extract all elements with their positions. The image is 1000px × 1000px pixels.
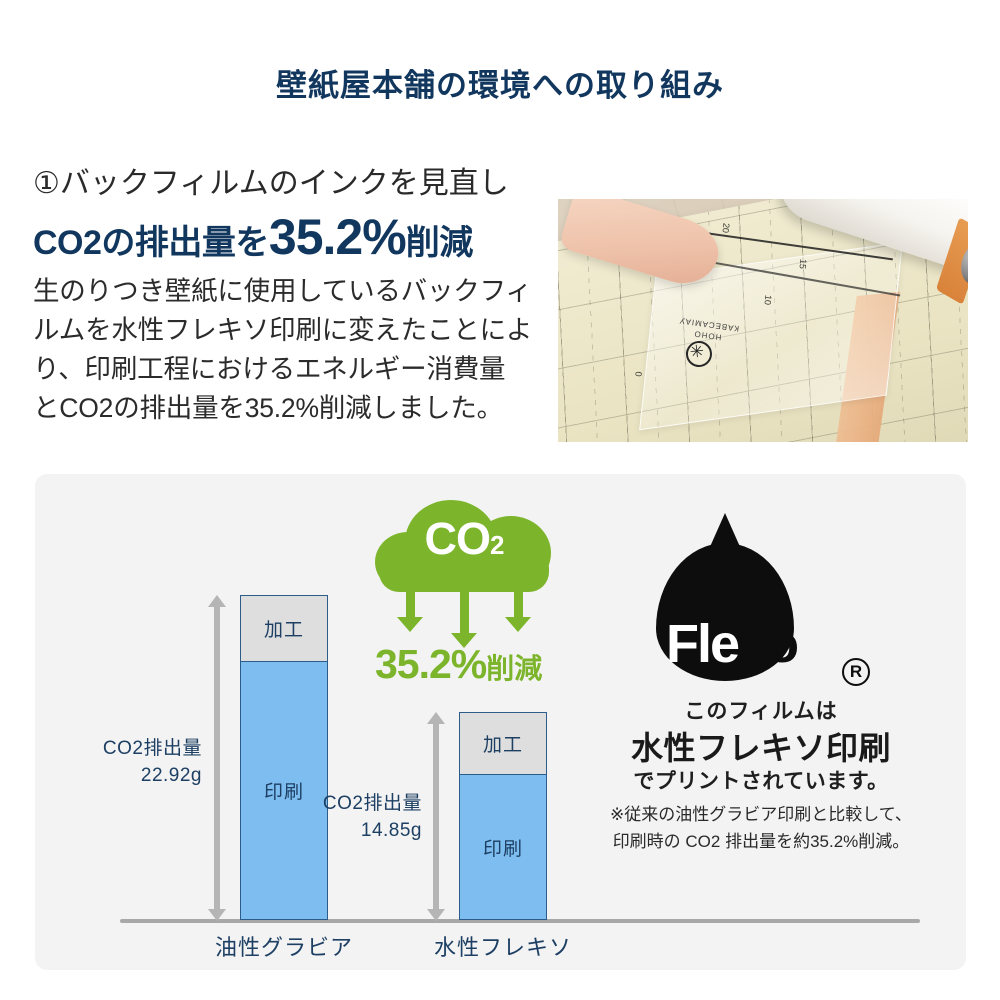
measure-title: CO2排出量 bbox=[322, 793, 422, 814]
flexo-line-2: 水性フレキソ印刷 bbox=[630, 730, 891, 766]
measure-arrow-oil-gravure bbox=[208, 595, 226, 921]
measure-arrow-water-flexo bbox=[427, 712, 445, 921]
down-arrow-icon bbox=[505, 590, 531, 632]
intro-body-copy: 生のりつき壁紙に使用しているバックフィ ルムを水性フレキソ印刷に変えたことによ … bbox=[33, 272, 533, 428]
category-label-water-flexo: 水性フレキソ bbox=[433, 935, 572, 960]
measure-value: 14.85g bbox=[360, 820, 422, 841]
arrow-shaft bbox=[433, 721, 439, 912]
intro-lead-line: ①バックフィルムのインクを見直し bbox=[33, 167, 509, 200]
footnote-line: 印刷時の CO2 排出量を約35.2%削減。 bbox=[612, 832, 910, 851]
photo-ruler-number: 15 bbox=[797, 258, 809, 270]
wallpaper-roll-photo: HOHO КАВЕСАМІАУ 20 15 10 0 bbox=[558, 199, 968, 442]
flexo-logo-text: Flexo bbox=[666, 614, 799, 674]
photo-ruler-number: 10 bbox=[762, 294, 774, 306]
flexo-certification-block: Flexo R このフィルムは 水性フレキソ印刷 でプリントされています。 ※従… bbox=[596, 543, 926, 873]
co2-cloud-icon bbox=[375, 498, 553, 598]
cloud-co2-label: CO2 bbox=[424, 513, 505, 564]
body-line: り、印刷工程におけるエネルギー消費量 bbox=[33, 354, 506, 384]
measure-value: 22.92g bbox=[140, 765, 202, 786]
headline-suffix: 削減 bbox=[405, 224, 474, 262]
flexo-line-3: でプリントされています。 bbox=[633, 770, 889, 793]
ink-drop-icon bbox=[656, 543, 794, 681]
down-arrow-icon bbox=[451, 590, 477, 648]
down-arrow-icon bbox=[397, 590, 423, 632]
bar-oil-gravure: 加工 印刷 bbox=[240, 595, 328, 920]
arrow-head-down-icon bbox=[208, 909, 226, 921]
body-line: とCO2の排出量を35.2%削減しました。 bbox=[33, 393, 503, 423]
body-line: ルムを水性フレキソ印刷に変えたことによ bbox=[33, 315, 533, 345]
measure-title: CO2排出量 bbox=[102, 738, 202, 759]
arrow-head-up-icon bbox=[208, 595, 226, 607]
registered-trademark-icon: R bbox=[842, 658, 870, 686]
body-line: 生のりつき壁紙に使用しているバックフィ bbox=[33, 276, 532, 306]
bar-segment-processing: 加工 bbox=[460, 713, 546, 775]
footnote-line: ※従来の油性グラビア印刷と比較して、 bbox=[610, 805, 912, 824]
photo-ruler-number: 0 bbox=[633, 370, 644, 378]
bar-segment-printing: 印刷 bbox=[241, 662, 327, 919]
reduction-text: 35.2%削減 bbox=[375, 641, 575, 688]
cloud-base bbox=[379, 548, 549, 592]
bar-segment-processing: 加工 bbox=[241, 596, 327, 662]
arrow-head-down-icon bbox=[427, 909, 445, 921]
headline-number: 35.2% bbox=[268, 209, 407, 265]
co2-reduction-callout: CO2 35.2%削減 bbox=[375, 498, 565, 687]
chart-baseline-axis bbox=[120, 919, 920, 923]
intro-headline: CO2の排出量を35.2%削減 bbox=[33, 208, 473, 266]
measure-label-water-flexo: CO2排出量 14.85g bbox=[318, 790, 422, 844]
measure-label-oil-gravure: CO2排出量 22.92g bbox=[98, 735, 202, 789]
bar-water-flexo: 加工 印刷 bbox=[459, 712, 547, 920]
arrow-shaft bbox=[214, 604, 220, 912]
page-title: 壁紙屋本舗の環境への取り組み bbox=[276, 68, 724, 103]
photo-ruler-number: 20 bbox=[720, 222, 732, 234]
reduction-word: 削減 bbox=[486, 653, 543, 684]
headline-prefix: CO2の排出量を bbox=[33, 224, 269, 262]
flexo-line-1: このフィルムは bbox=[684, 700, 838, 723]
flexo-footnote: ※従来の油性グラビア印刷と比較して、 印刷時の CO2 排出量を約35.2%削減… bbox=[596, 801, 926, 855]
category-label-oil-gravure: 油性グラビア bbox=[214, 935, 353, 960]
bar-segment-printing: 印刷 bbox=[460, 775, 546, 919]
arrow-head-up-icon bbox=[427, 712, 445, 724]
reduction-number: 35.2% bbox=[375, 641, 487, 687]
